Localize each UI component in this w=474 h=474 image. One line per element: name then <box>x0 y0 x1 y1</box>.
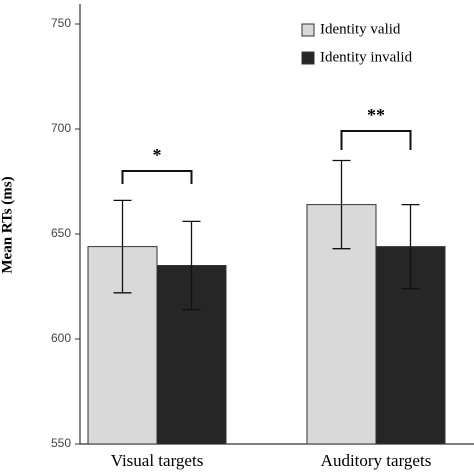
x-tick-label: Auditory targets <box>321 451 432 470</box>
legend-swatch <box>301 23 315 37</box>
y-tick-label: 550 <box>51 436 71 450</box>
significance-label: * <box>153 145 162 165</box>
significance-bracket <box>340 130 412 150</box>
error-bar <box>332 159 351 250</box>
y-tick-label: 750 <box>51 16 71 30</box>
y-tick-label: 600 <box>51 331 71 345</box>
error-bar <box>401 203 420 290</box>
y-tick-label: 650 <box>51 226 71 240</box>
x-tick-label: Visual targets <box>111 451 204 470</box>
y-tick-label: 700 <box>51 121 71 135</box>
significance-bracket <box>121 170 193 184</box>
legend-swatch <box>301 51 315 65</box>
y-axis-label: Mean RTs (ms) <box>0 176 15 273</box>
legend-label: Identity invalid <box>320 49 413 65</box>
error-bar <box>182 220 201 311</box>
significance-label: ** <box>367 105 385 125</box>
legend-label: Identity valid <box>320 21 401 37</box>
error-bar <box>113 199 132 294</box>
